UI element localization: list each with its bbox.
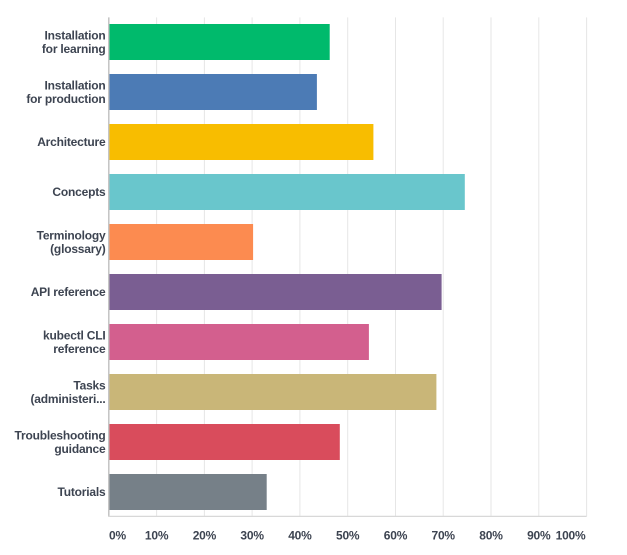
svg-text:Installation: Installation (45, 79, 106, 93)
svg-text:for production: for production (26, 92, 105, 106)
svg-text:reference: reference (53, 342, 106, 356)
svg-text:Tasks: Tasks (73, 379, 106, 393)
svg-text:Installation: Installation (45, 29, 106, 43)
svg-text:30%: 30% (240, 529, 264, 543)
svg-text:10%: 10% (145, 529, 169, 543)
svg-text:Architecture: Architecture (37, 135, 106, 149)
svg-text:for learning: for learning (42, 42, 106, 56)
svg-text:API reference: API reference (31, 285, 106, 299)
svg-text:60%: 60% (384, 529, 408, 543)
svg-text:80%: 80% (479, 529, 503, 543)
svg-text:Tutorials: Tutorials (58, 485, 107, 499)
svg-text:(glossary): (glossary) (50, 242, 106, 256)
svg-text:70%: 70% (431, 529, 455, 543)
svg-text:20%: 20% (193, 529, 217, 543)
svg-text:Troubleshooting: Troubleshooting (15, 429, 106, 443)
svg-text:Concepts: Concepts (52, 185, 106, 199)
svg-text:Terminology: Terminology (37, 229, 106, 243)
svg-text:100%: 100% (556, 529, 586, 543)
svg-text:90%: 90% (527, 529, 551, 543)
svg-text:(administeri...: (administeri... (30, 392, 105, 406)
svg-text:40%: 40% (288, 529, 312, 543)
svg-text:kubectl CLI: kubectl CLI (43, 329, 105, 343)
svg-text:0%: 0% (109, 529, 126, 543)
svg-text:50%: 50% (336, 529, 360, 543)
svg-text:guidance: guidance (54, 442, 106, 456)
